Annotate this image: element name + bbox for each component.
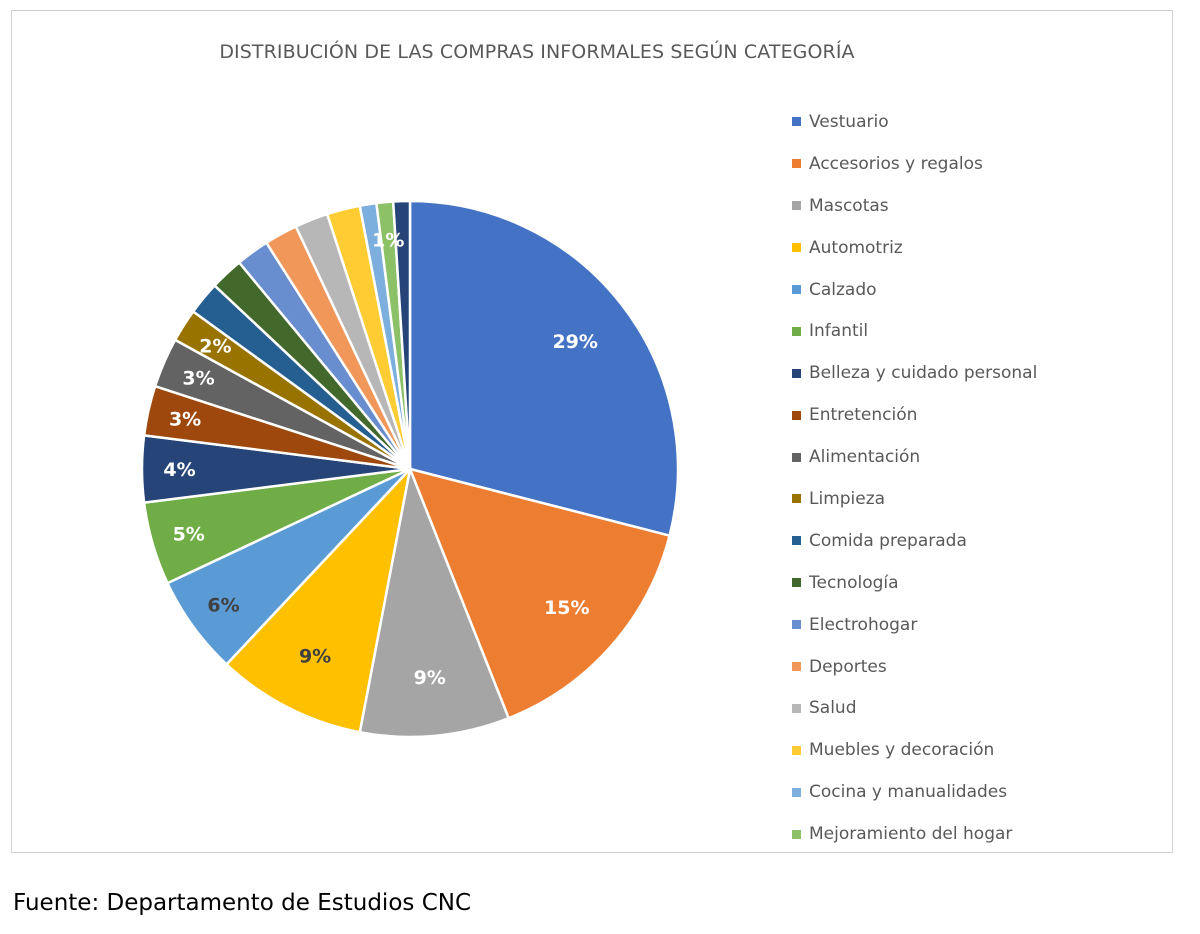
legend-swatch <box>792 787 801 797</box>
legend-item: Mascotas <box>792 185 1037 227</box>
legend-label: Tecnología <box>809 572 899 593</box>
legend-item: Calzado <box>792 269 1037 311</box>
legend-label: Vestuario <box>809 111 889 132</box>
legend-swatch <box>792 243 801 253</box>
legend-item: Alimentación <box>792 436 1037 478</box>
legend-swatch <box>792 159 801 169</box>
legend-item: Automotriz <box>792 227 1037 269</box>
slice-data-label: 15% <box>544 597 589 619</box>
legend: Vestuario Accesorios y regalos Mascotas Aut… <box>792 101 1037 855</box>
legend-label: Deportes <box>809 656 887 677</box>
legend-label: Muebles y decoración <box>809 740 995 761</box>
legend-swatch <box>792 536 801 546</box>
pie-slice-4 <box>225 467 412 734</box>
legend-label: Automotriz <box>809 237 903 258</box>
legend-swatch <box>792 117 801 127</box>
slice-data-label: 4% <box>163 459 195 481</box>
legend-label: Limpieza <box>809 488 886 509</box>
chart-title: DISTRIBUCIÓN DE LAS COMPRAS INFORMALES S… <box>219 41 855 63</box>
slice-data-label: 3% <box>182 368 214 390</box>
slice-data-label: 2% <box>199 336 231 358</box>
slice-data-label: 5% <box>173 523 205 545</box>
legend-label: Cocina y manualidades <box>809 782 1008 803</box>
legend-item: Entretención <box>792 394 1037 436</box>
pie-slice-3 <box>358 467 510 739</box>
slice-data-label: 9% <box>299 645 331 667</box>
legend-label: Electrohogar <box>809 614 918 635</box>
legend-swatch <box>792 829 801 839</box>
source-note: Fuente: Departamento de Estudios CNC <box>13 890 472 916</box>
pie-slice-2 <box>408 467 671 720</box>
legend-label: Entretención <box>809 405 918 426</box>
legend-swatch <box>792 578 801 588</box>
legend-item: Cocina y manualidades <box>792 771 1037 813</box>
legend-swatch <box>792 703 801 713</box>
chart-frame: DISTRIBUCIÓN DE LAS COMPRAS INFORMALES S… <box>11 10 1173 853</box>
legend-label: Mejoramiento del hogar <box>809 824 1013 845</box>
legend-item: Muebles y decoración <box>792 729 1037 771</box>
legend-label: Infantil <box>809 321 869 342</box>
slice-data-label: 1% <box>372 230 404 252</box>
legend-label: Calzado <box>809 279 877 300</box>
pie-slice-19 <box>391 199 412 471</box>
legend-label: Belleza y cuidado personal <box>809 363 1038 384</box>
legend-item: Infantil <box>792 310 1037 352</box>
legend-swatch <box>792 201 801 211</box>
legend-item: Deportes <box>792 646 1037 688</box>
legend-swatch <box>792 745 801 755</box>
legend-swatch <box>792 285 801 294</box>
legend-swatch <box>792 368 801 378</box>
legend-item: Comida preparada <box>792 520 1037 562</box>
legend-swatch <box>792 452 801 462</box>
legend-label: Alimentación <box>809 447 921 468</box>
legend-item: Mejoramiento del hogar <box>792 813 1037 855</box>
legend-item: Limpieza <box>792 478 1037 520</box>
legend-item: Salud <box>792 687 1037 729</box>
legend-swatch <box>792 494 801 504</box>
legend-label: Comida preparada <box>809 530 967 551</box>
legend-item: Electrohogar <box>792 604 1037 646</box>
legend-swatch <box>792 326 801 336</box>
legend-item: Tecnología <box>792 562 1037 604</box>
legend-swatch <box>792 662 801 672</box>
legend-item: Belleza y cuidado personal <box>792 352 1037 394</box>
pie-chart: 29% 15% 9% 9% 6% 5% 4% 3% 3% 2% 1% <box>140 199 680 739</box>
legend-label: Accesorios y regalos <box>809 153 983 174</box>
slice-data-label: 6% <box>207 595 239 617</box>
legend-item: Accesorios y regalos <box>792 143 1037 185</box>
legend-item: Vestuario <box>792 101 1037 143</box>
legend-swatch <box>792 620 801 630</box>
pie-slice-1 <box>408 199 680 537</box>
legend-swatch <box>792 410 801 420</box>
slice-data-label: 3% <box>169 409 201 431</box>
slice-data-label: 29% <box>552 331 597 353</box>
legend-label: Salud <box>809 698 857 719</box>
legend-label: Mascotas <box>809 195 889 216</box>
slice-data-label: 9% <box>414 667 446 689</box>
